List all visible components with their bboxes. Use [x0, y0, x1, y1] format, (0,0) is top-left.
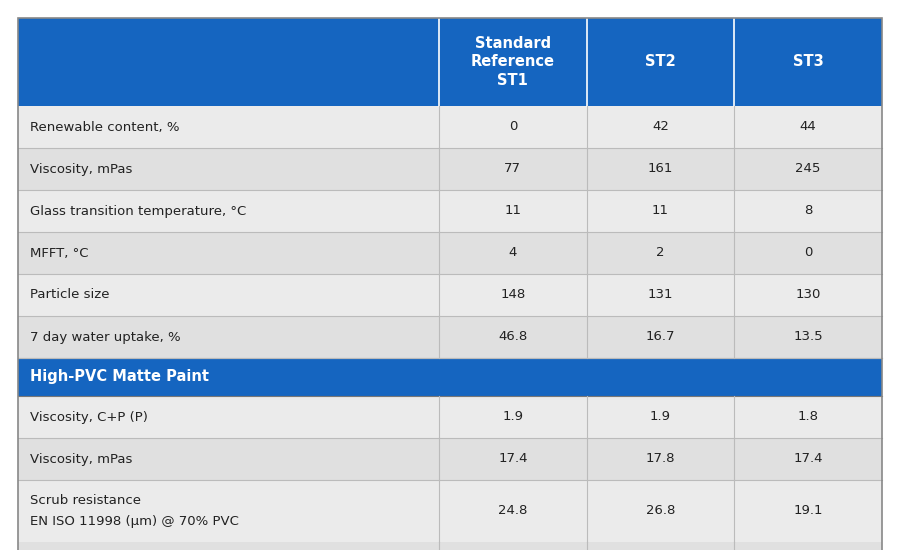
Bar [18, 396, 882, 438]
Bar [18, 106, 882, 148]
Text: 0: 0 [804, 246, 813, 260]
Text: 148: 148 [500, 289, 526, 301]
Text: ST3: ST3 [793, 54, 824, 69]
Text: 1.9: 1.9 [650, 410, 671, 424]
Text: High-PVC Matte Paint: High-PVC Matte Paint [30, 370, 209, 384]
Text: 4: 4 [508, 246, 517, 260]
Bar [18, 480, 882, 542]
Text: 8: 8 [804, 205, 813, 217]
Text: Viscosity, mPas: Viscosity, mPas [30, 162, 132, 175]
Text: 77: 77 [504, 162, 521, 175]
Text: 16.7: 16.7 [646, 331, 675, 344]
Text: Glass transition temperature, °C: Glass transition temperature, °C [30, 205, 247, 217]
Text: Viscosity, mPas: Viscosity, mPas [30, 453, 132, 465]
Text: ST2: ST2 [645, 54, 676, 69]
Bar [18, 316, 882, 358]
Text: 1.9: 1.9 [502, 410, 523, 424]
Text: 0: 0 [508, 120, 517, 134]
Text: Scrub resistance: Scrub resistance [30, 493, 141, 507]
Text: Viscosity, C+P (P): Viscosity, C+P (P) [30, 410, 148, 424]
Bar [18, 18, 882, 106]
Text: Standard
Reference
ST1: Standard Reference ST1 [471, 36, 554, 88]
Text: 42: 42 [652, 120, 669, 134]
Bar [18, 438, 882, 480]
Text: 26.8: 26.8 [646, 504, 675, 518]
Text: 130: 130 [796, 289, 821, 301]
Text: 44: 44 [800, 120, 816, 134]
Bar [18, 232, 882, 274]
Text: 245: 245 [796, 162, 821, 175]
Text: MFFT, °C: MFFT, °C [30, 246, 88, 260]
Text: 13.5: 13.5 [794, 331, 823, 344]
Text: 2: 2 [656, 246, 665, 260]
Bar [18, 274, 882, 316]
Text: 161: 161 [648, 162, 673, 175]
Text: 17.4: 17.4 [794, 453, 823, 465]
Text: 7 day water uptake, %: 7 day water uptake, % [30, 331, 181, 344]
Text: 17.8: 17.8 [646, 453, 675, 465]
Bar [18, 542, 882, 550]
Text: 11: 11 [652, 205, 669, 217]
Text: 131: 131 [648, 289, 673, 301]
Text: 17.4: 17.4 [498, 453, 527, 465]
Bar [18, 190, 882, 232]
Text: Particle size: Particle size [30, 289, 110, 301]
Bar [18, 358, 882, 396]
Bar [18, 148, 882, 190]
Text: 19.1: 19.1 [794, 504, 823, 518]
Text: EN ISO 11998 (μm) @ 70% PVC: EN ISO 11998 (μm) @ 70% PVC [30, 515, 238, 529]
Text: 46.8: 46.8 [499, 331, 527, 344]
Text: 1.8: 1.8 [797, 410, 819, 424]
Text: 11: 11 [504, 205, 521, 217]
Text: Renewable content, %: Renewable content, % [30, 120, 179, 134]
Text: 24.8: 24.8 [498, 504, 527, 518]
